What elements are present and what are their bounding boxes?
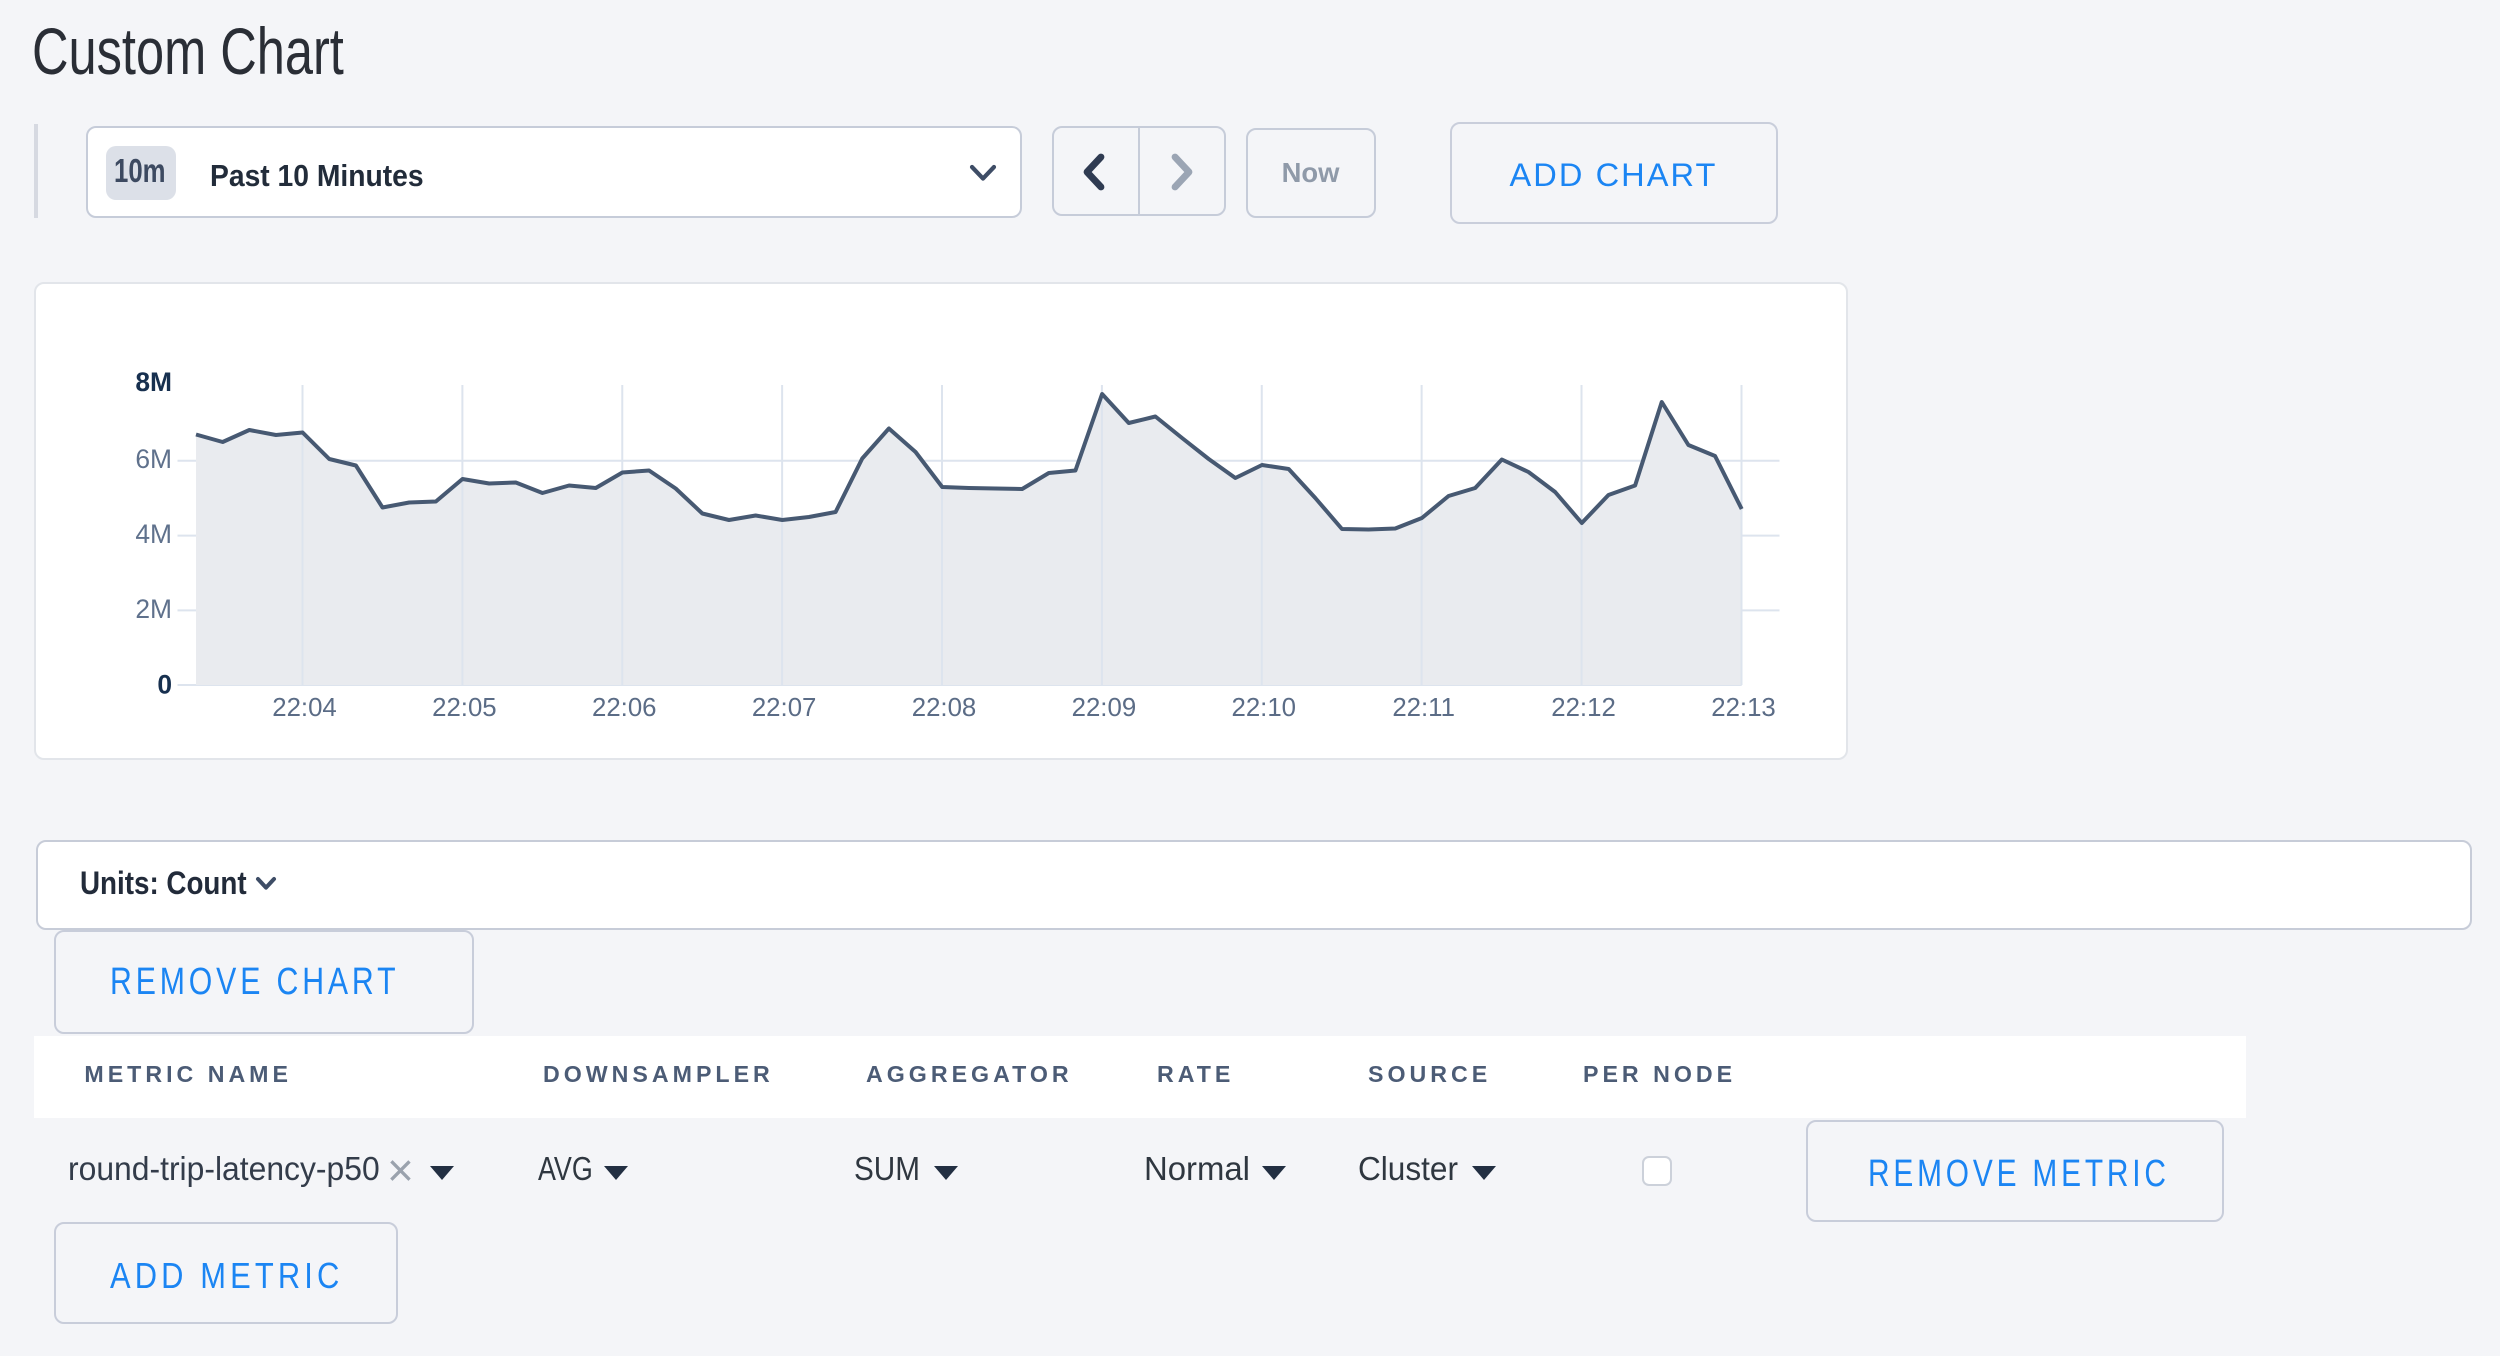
svg-text:2M: 2M — [135, 593, 172, 623]
svg-text:22:08: 22:08 — [911, 693, 976, 721]
svg-text:22:04: 22:04 — [272, 693, 337, 721]
svg-text:22:12: 22:12 — [1551, 693, 1616, 721]
svg-text:22:09: 22:09 — [1071, 693, 1136, 721]
svg-text:22:06: 22:06 — [591, 693, 656, 721]
svg-text:6M: 6M — [135, 443, 172, 473]
svg-text:8M: 8M — [135, 366, 172, 396]
svg-text:22:05: 22:05 — [432, 693, 497, 721]
svg-text:22:10: 22:10 — [1231, 693, 1296, 721]
svg-text:22:13: 22:13 — [1711, 693, 1776, 721]
svg-text:0: 0 — [157, 668, 172, 698]
svg-text:22:07: 22:07 — [751, 693, 816, 721]
svg-text:22:11: 22:11 — [1392, 693, 1455, 721]
svg-text:4M: 4M — [135, 518, 172, 548]
